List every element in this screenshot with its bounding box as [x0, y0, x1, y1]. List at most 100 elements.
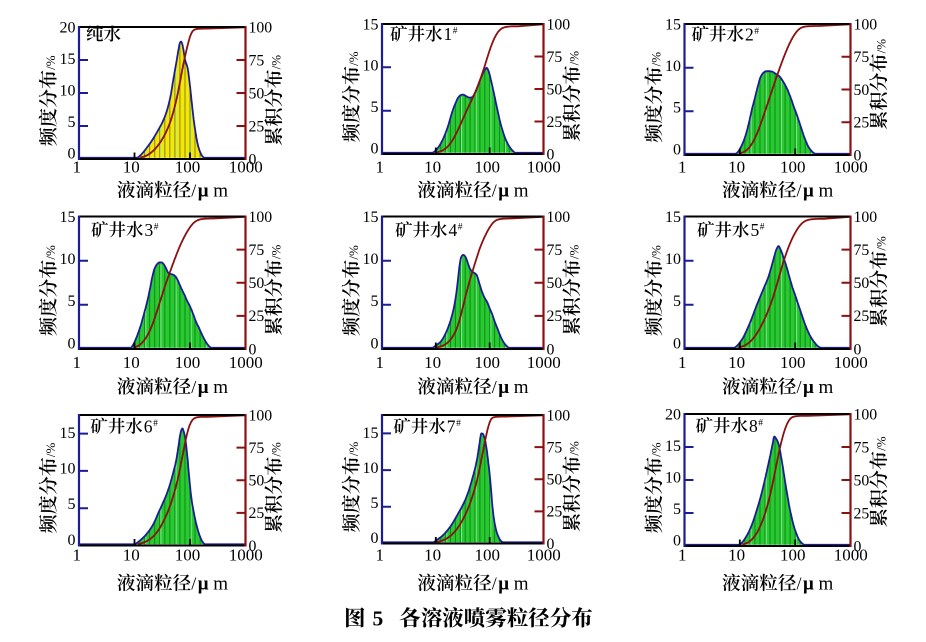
- svg-text:/: /: [797, 377, 802, 397]
- svg-text:μ: μ: [803, 574, 814, 595]
- svg-text:1000: 1000: [834, 353, 868, 372]
- svg-text:/%: /%: [43, 245, 58, 260]
- svg-text:/%: /%: [43, 55, 58, 70]
- svg-text:50: 50: [547, 81, 563, 98]
- svg-text:1: 1: [678, 353, 687, 372]
- svg-text:m: m: [819, 181, 834, 202]
- svg-text:/%: /%: [269, 244, 284, 259]
- svg-text:/%: /%: [346, 245, 361, 260]
- svg-text:4: 4: [449, 220, 458, 240]
- svg-text:1: 1: [73, 353, 82, 372]
- svg-text:#: #: [458, 223, 463, 233]
- svg-text:5: 5: [68, 293, 76, 310]
- svg-text:100: 100: [854, 16, 878, 33]
- svg-text:#: #: [754, 27, 759, 37]
- svg-text:25: 25: [854, 115, 870, 132]
- svg-text:20: 20: [60, 19, 76, 36]
- svg-text:6: 6: [144, 416, 153, 436]
- svg-text:1000: 1000: [527, 158, 561, 177]
- svg-text:/: /: [492, 574, 497, 594]
- svg-text:75: 75: [854, 49, 870, 66]
- svg-text:10: 10: [60, 82, 76, 99]
- svg-text:100: 100: [249, 19, 273, 36]
- svg-text:0: 0: [371, 335, 379, 352]
- svg-text:/: /: [797, 181, 802, 201]
- svg-text:0: 0: [547, 146, 555, 163]
- svg-text:/%: /%: [567, 51, 582, 66]
- svg-text:10: 10: [123, 158, 140, 177]
- svg-text:1: 1: [73, 158, 82, 177]
- svg-text:/%: /%: [567, 441, 582, 456]
- svg-text:100: 100: [474, 158, 500, 177]
- svg-text:25: 25: [547, 504, 563, 521]
- svg-text:0: 0: [371, 140, 379, 157]
- svg-text:5: 5: [673, 293, 681, 310]
- svg-text:μ: μ: [803, 377, 814, 398]
- svg-text:/: /: [797, 574, 802, 594]
- svg-text:5: 5: [68, 114, 76, 131]
- svg-text:5: 5: [673, 501, 681, 518]
- svg-text:1: 1: [678, 158, 687, 177]
- svg-text:15: 15: [60, 209, 76, 226]
- svg-text:10: 10: [665, 469, 681, 486]
- svg-text:10: 10: [363, 58, 379, 75]
- svg-text:50: 50: [547, 275, 563, 292]
- svg-text:#: #: [760, 223, 765, 233]
- svg-text:5: 5: [371, 99, 379, 116]
- svg-text:25: 25: [249, 505, 265, 522]
- svg-text:100: 100: [854, 209, 878, 226]
- svg-text:1: 1: [678, 546, 687, 565]
- svg-text:0: 0: [547, 341, 555, 358]
- svg-text:5: 5: [371, 495, 379, 512]
- svg-text:μ: μ: [498, 181, 509, 202]
- svg-text:25: 25: [854, 505, 870, 522]
- svg-text:0: 0: [249, 151, 257, 168]
- svg-text:10: 10: [728, 353, 745, 372]
- svg-text:1000: 1000: [527, 546, 561, 565]
- svg-text:μ: μ: [803, 181, 814, 202]
- svg-text:15: 15: [60, 51, 76, 68]
- svg-text:#: #: [758, 418, 763, 428]
- svg-text:75: 75: [249, 52, 265, 69]
- svg-text:100: 100: [854, 406, 878, 423]
- svg-text:μ: μ: [198, 181, 209, 202]
- svg-text:100: 100: [780, 353, 806, 372]
- svg-text:1000: 1000: [834, 158, 868, 177]
- svg-text:5: 5: [673, 100, 681, 117]
- svg-text:100: 100: [175, 158, 201, 177]
- svg-text:7: 7: [447, 417, 456, 437]
- svg-text:50: 50: [249, 473, 265, 490]
- svg-text:25: 25: [249, 308, 265, 325]
- svg-text:75: 75: [249, 440, 265, 457]
- svg-text:1000: 1000: [834, 546, 868, 565]
- svg-text:m: m: [213, 377, 228, 398]
- svg-text:25: 25: [547, 114, 563, 131]
- svg-text:2: 2: [745, 24, 754, 44]
- svg-text:/%: /%: [649, 442, 664, 457]
- svg-text:1: 1: [376, 546, 385, 565]
- svg-text:15: 15: [665, 209, 681, 226]
- svg-text:3: 3: [145, 220, 154, 240]
- svg-text:m: m: [213, 574, 228, 595]
- svg-text:100: 100: [249, 407, 273, 424]
- svg-text:15: 15: [363, 425, 379, 442]
- svg-text:1: 1: [376, 158, 385, 177]
- svg-text:0: 0: [68, 532, 76, 549]
- svg-text:#: #: [456, 419, 461, 429]
- svg-text:15: 15: [665, 16, 681, 33]
- svg-text:10: 10: [424, 158, 441, 177]
- svg-text:/%: /%: [269, 55, 284, 70]
- svg-text:15: 15: [363, 209, 379, 226]
- svg-text:/%: /%: [649, 245, 664, 260]
- svg-text:100: 100: [249, 209, 273, 226]
- svg-text:/%: /%: [567, 244, 582, 259]
- svg-text:100: 100: [175, 353, 201, 372]
- svg-text:m: m: [213, 181, 228, 202]
- svg-text:100: 100: [474, 353, 500, 372]
- svg-text:50: 50: [249, 275, 265, 292]
- svg-text:75: 75: [547, 439, 563, 456]
- svg-text:10: 10: [728, 546, 745, 565]
- svg-text:/%: /%: [649, 52, 664, 67]
- svg-text:1: 1: [444, 24, 453, 44]
- svg-text:/: /: [492, 181, 497, 201]
